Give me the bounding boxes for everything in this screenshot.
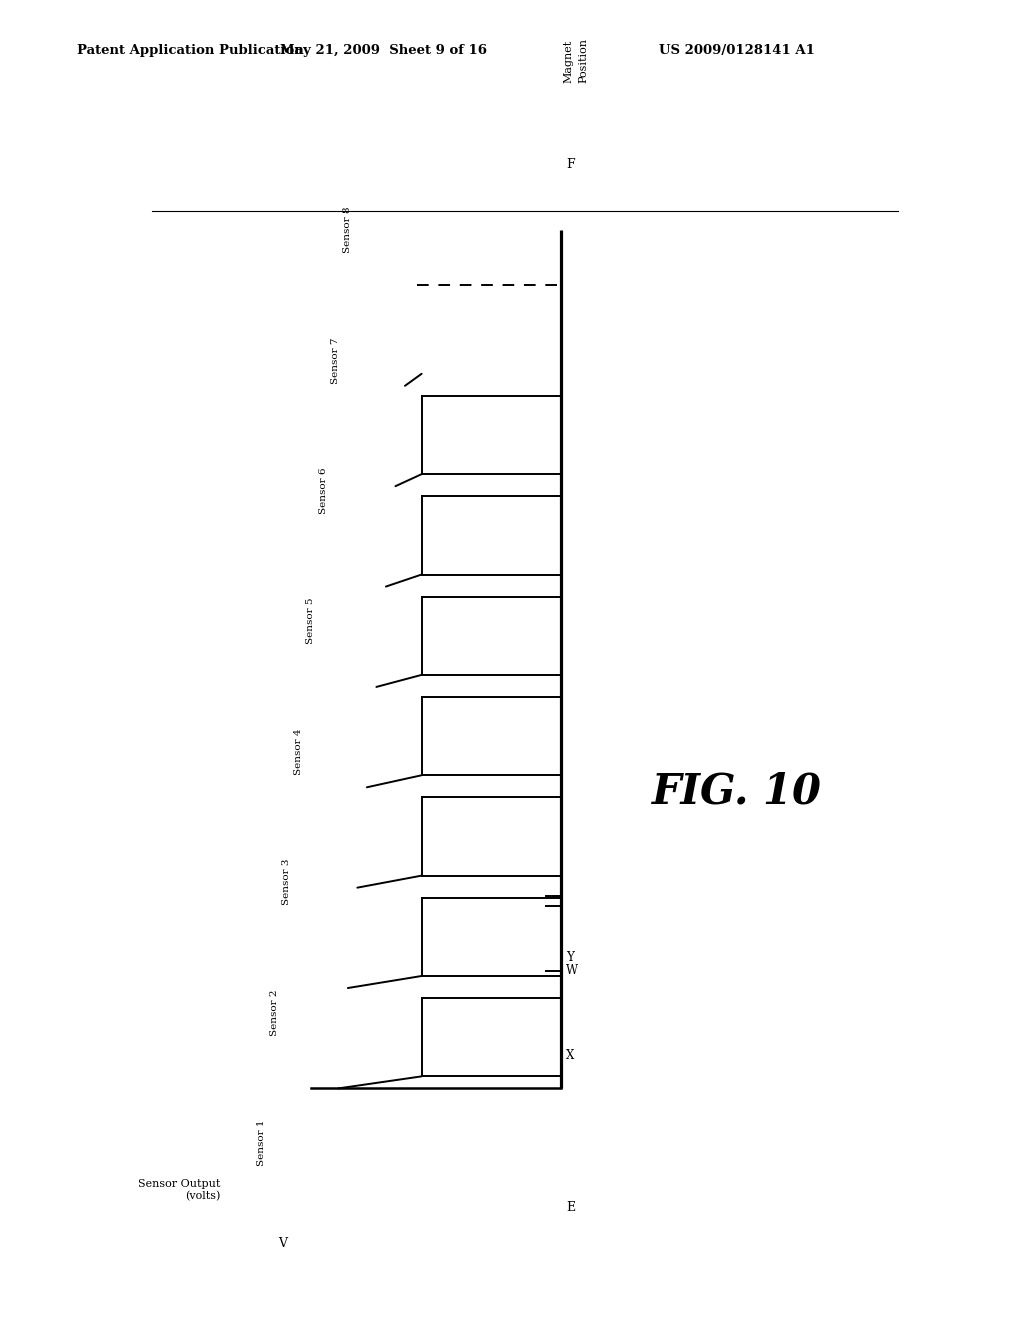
Text: US 2009/0128141 A1: US 2009/0128141 A1 — [659, 44, 815, 57]
Text: X: X — [566, 1048, 574, 1061]
Text: Sensor 2: Sensor 2 — [269, 989, 279, 1035]
Text: May 21, 2009  Sheet 9 of 16: May 21, 2009 Sheet 9 of 16 — [281, 44, 487, 57]
Text: Sensor Output
(volts): Sensor Output (volts) — [138, 1179, 220, 1201]
Text: F: F — [566, 158, 574, 172]
Text: E: E — [566, 1201, 575, 1214]
Text: Patent Application Publication: Patent Application Publication — [77, 44, 303, 57]
Text: W: W — [566, 964, 579, 977]
Text: Y: Y — [566, 950, 574, 964]
Text: Sensor 7: Sensor 7 — [331, 338, 340, 384]
Text: FIG. 10: FIG. 10 — [652, 771, 822, 813]
Text: Sensor 8: Sensor 8 — [343, 207, 352, 253]
Text: Sensor 4: Sensor 4 — [294, 729, 303, 775]
Text: Magnet: Magnet — [563, 40, 573, 83]
Text: Sensor 1: Sensor 1 — [257, 1119, 266, 1166]
Text: V: V — [279, 1237, 287, 1250]
Text: Sensor 3: Sensor 3 — [282, 859, 291, 906]
Text: Position: Position — [579, 38, 589, 83]
Text: Sensor 6: Sensor 6 — [318, 467, 328, 513]
Text: Sensor 5: Sensor 5 — [306, 598, 315, 644]
